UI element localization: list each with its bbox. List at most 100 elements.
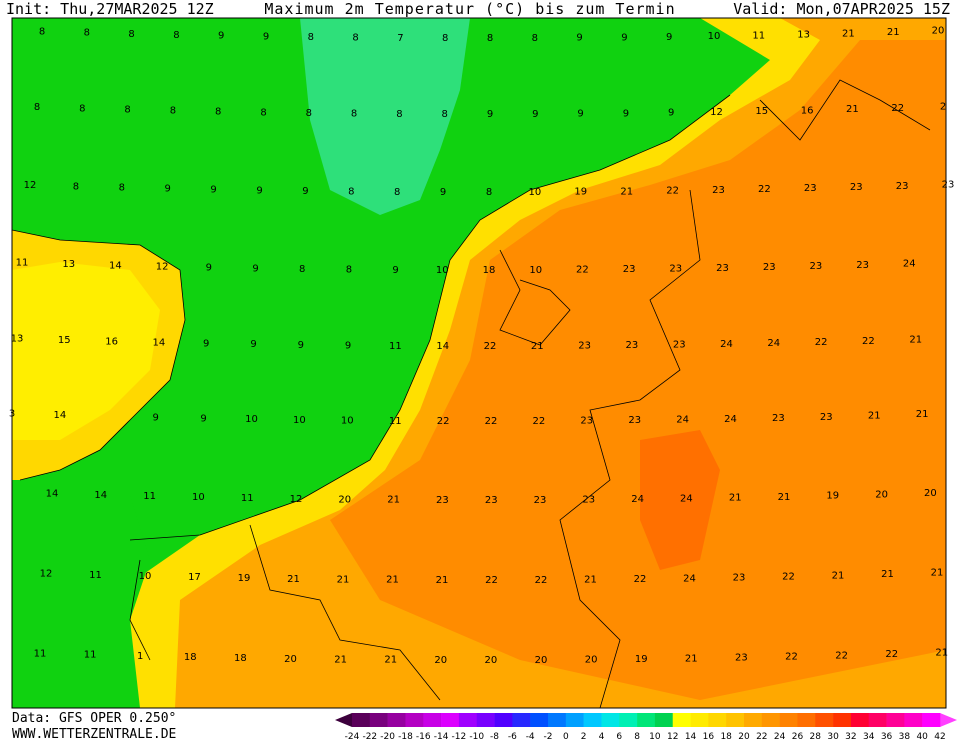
temperature-label: 11 — [389, 416, 402, 427]
temperature-label: 22 — [576, 265, 589, 276]
map-background — [12, 18, 946, 708]
temperature-label: 8 — [124, 105, 130, 116]
temperature-label: 20 — [585, 655, 598, 666]
temperature-label: 22 — [885, 649, 898, 660]
legend-tick-label: 36 — [881, 732, 893, 741]
temperature-label: 8 — [487, 33, 493, 44]
temperature-label: 2 — [940, 102, 946, 113]
temperature-label: 9 — [218, 31, 224, 42]
legend-tick-label: 20 — [738, 732, 750, 741]
temperature-label: 21 — [337, 574, 350, 585]
temperature-label: 21 — [384, 655, 397, 666]
temperature-label: 8 — [215, 107, 221, 118]
temperature-label: 9 — [666, 32, 672, 43]
legend-box — [387, 713, 406, 727]
legend-tick-label: 4 — [599, 732, 605, 741]
temperature-label: 8 — [348, 186, 354, 197]
temperature-label: 8 — [39, 26, 45, 37]
legend-box — [761, 713, 780, 727]
temperature-label: 11 — [752, 30, 765, 41]
temperature-label: 18 — [184, 652, 197, 663]
temperature-label: 22 — [634, 574, 647, 585]
temperature-label: 8 — [351, 108, 357, 119]
legend-box — [405, 713, 424, 727]
init-time: Init: Thu,27MAR2025 12Z — [6, 0, 214, 18]
temperature-label: 23 — [628, 415, 641, 426]
legend-tick-label: -18 — [398, 732, 413, 741]
legend-tick-label: 38 — [899, 732, 911, 741]
temperature-label: 11 — [89, 570, 102, 581]
temperature-label: 9 — [440, 187, 446, 198]
temperature-label: 23 — [735, 653, 748, 664]
temperature-label: 9 — [668, 108, 674, 119]
legend-box — [423, 713, 442, 727]
temperature-label: 22 — [835, 650, 848, 661]
temperature-label: 24 — [683, 573, 696, 584]
legend-tick-label: -16 — [416, 732, 431, 741]
temperature-label: 21 — [386, 575, 399, 586]
temperature-label: 19 — [635, 654, 648, 665]
temperature-label: 10 — [529, 265, 542, 276]
legend-box — [512, 713, 531, 727]
temperature-label: 23 — [578, 341, 591, 352]
temperature-label: 22 — [862, 336, 875, 347]
legend-arrow-high — [940, 713, 957, 727]
temperature-label: 23 — [763, 262, 776, 273]
temperature-label: 21 — [935, 648, 948, 659]
temperature-label: 8 — [170, 106, 176, 117]
temperature-label: 22 — [758, 184, 771, 195]
legend-tick-label: -24 — [345, 732, 360, 741]
temperature-label: 8 — [532, 33, 538, 44]
temperature-label: 23 — [626, 340, 639, 351]
temperature-label: 9 — [153, 412, 159, 423]
temperature-label: 8 — [119, 183, 125, 194]
legend-tick-label: -8 — [490, 732, 499, 741]
temperature-label: 11 — [84, 650, 97, 661]
legend-tick-label: 10 — [649, 732, 661, 741]
temperature-label: 18 — [234, 653, 247, 664]
legend-tick-label: -6 — [508, 732, 517, 741]
legend-tick-label: 8 — [634, 732, 640, 741]
temperature-label: 10 — [529, 187, 542, 198]
temperature-label: 9 — [252, 263, 258, 274]
temperature-label: 12 — [40, 568, 53, 579]
temperature-label: 20 — [338, 494, 351, 505]
coastlines — [11, 79, 931, 709]
temperature-label: 15 — [755, 106, 768, 117]
legend-tick-label: -20 — [380, 732, 395, 741]
temperature-label: 21 — [584, 575, 597, 586]
temperature-label: 20 — [485, 655, 498, 666]
temperature-label: 14 — [94, 490, 107, 501]
temperature-label: 22 — [891, 103, 904, 114]
temperature-label: 21 — [778, 492, 791, 503]
legend-box — [441, 713, 460, 727]
legend-box — [672, 713, 691, 727]
temperature-label: 14 — [54, 410, 67, 421]
legend-box — [601, 713, 620, 727]
temperature-label: 23 — [712, 185, 725, 196]
legend-tick-label: -14 — [434, 732, 449, 741]
temperature-label: 23 — [669, 264, 682, 275]
temperature-label: 10 — [192, 492, 205, 503]
temperature-label: 12 — [156, 261, 169, 272]
temperature-label: 23 — [856, 260, 869, 271]
temperature-label: 24 — [720, 339, 733, 350]
temperature-label: 10 — [245, 414, 258, 425]
temperature-label: 21 — [909, 334, 922, 345]
temperature-label: 23 — [623, 264, 636, 275]
temperature-label: 24 — [676, 415, 689, 426]
legend-box — [886, 713, 905, 727]
temperature-label: 8 — [299, 264, 305, 275]
temperature-label: 8 — [442, 33, 448, 44]
temperature-label: 13 — [11, 334, 24, 345]
legend-tick-label: 0 — [563, 732, 569, 741]
legend-box — [726, 713, 745, 727]
legend-tick-label: 16 — [703, 732, 715, 741]
temperature-label: 22 — [533, 416, 546, 427]
temperature-label: 16 — [801, 105, 814, 116]
legend-tick-label: 28 — [810, 732, 822, 741]
temperature-label: 21 — [887, 27, 900, 38]
legend-tick-label: 22 — [756, 732, 767, 741]
temperature-label: 21 — [931, 568, 944, 579]
legend-box — [922, 713, 941, 727]
